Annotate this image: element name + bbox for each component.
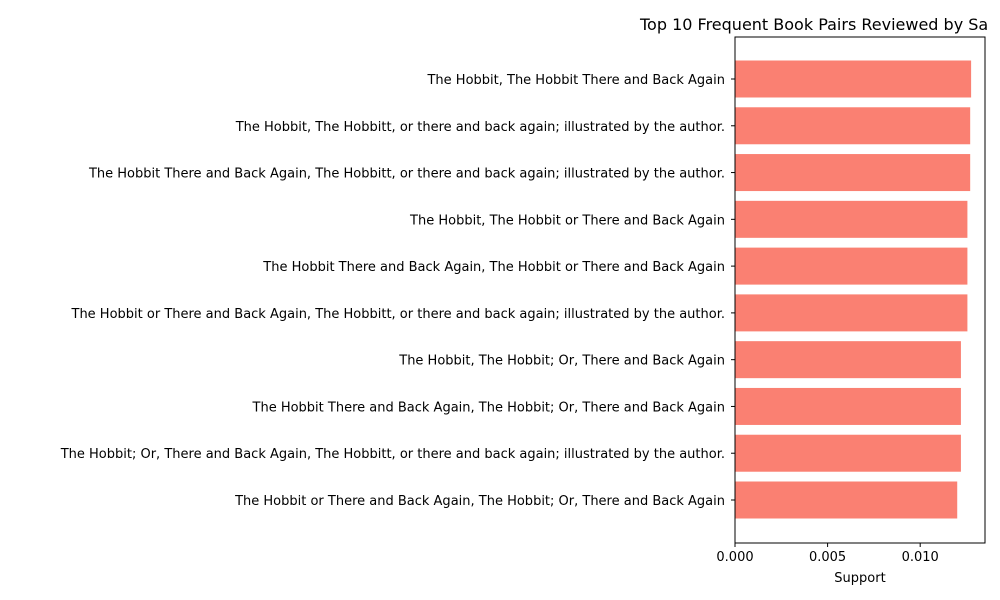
bar-9	[735, 434, 961, 472]
y-tick-label: The Hobbit, The Hobbit There and Back Ag…	[426, 73, 725, 88]
y-tick-label: The Hobbit There and Back Again, The Hob…	[88, 167, 725, 182]
y-tick-label: The Hobbit or There and Back Again, The …	[71, 307, 726, 322]
y-tick-label: The Hobbit There and Back Again, The Hob…	[252, 400, 725, 415]
y-tick-label: The Hobbit, The Hobbitt, or there and ba…	[235, 120, 725, 135]
y-tick-label: The Hobbit; Or, There and Back Again, Th…	[60, 447, 725, 462]
x-ticks: 0.000 0.005 0.010	[716, 543, 939, 565]
y-tick-label: The Hobbit, The Hobbit; Or, There and Ba…	[398, 354, 725, 369]
y-tick-label: The Hobbit, The Hobbit or There and Back…	[409, 213, 725, 228]
x-tick-label: 0.010	[902, 550, 939, 565]
y-tick-labels: The Hobbit, The Hobbit There and Back Ag…	[60, 73, 735, 509]
bar-4	[735, 200, 968, 238]
bars-group	[735, 60, 972, 519]
bar-10	[735, 481, 958, 519]
y-tick-label: The Hobbit There and Back Again, The Hob…	[262, 260, 725, 275]
bar-6	[735, 294, 968, 332]
x-tick-label: 0.000	[716, 550, 753, 565]
bar-3	[735, 154, 971, 192]
bar-5	[735, 247, 968, 285]
chart-title: Top 10 Frequent Book Pairs Reviewed by S…	[639, 15, 988, 34]
x-axis-label: Support	[834, 571, 885, 586]
bar-7	[735, 341, 961, 379]
x-tick-label: 0.005	[809, 550, 846, 565]
bar-2	[735, 107, 971, 145]
bar-1	[735, 60, 972, 98]
axes-frame	[734, 36, 986, 544]
y-tick-label: The Hobbit or There and Back Again, The …	[234, 494, 725, 509]
bar-8	[735, 387, 961, 425]
